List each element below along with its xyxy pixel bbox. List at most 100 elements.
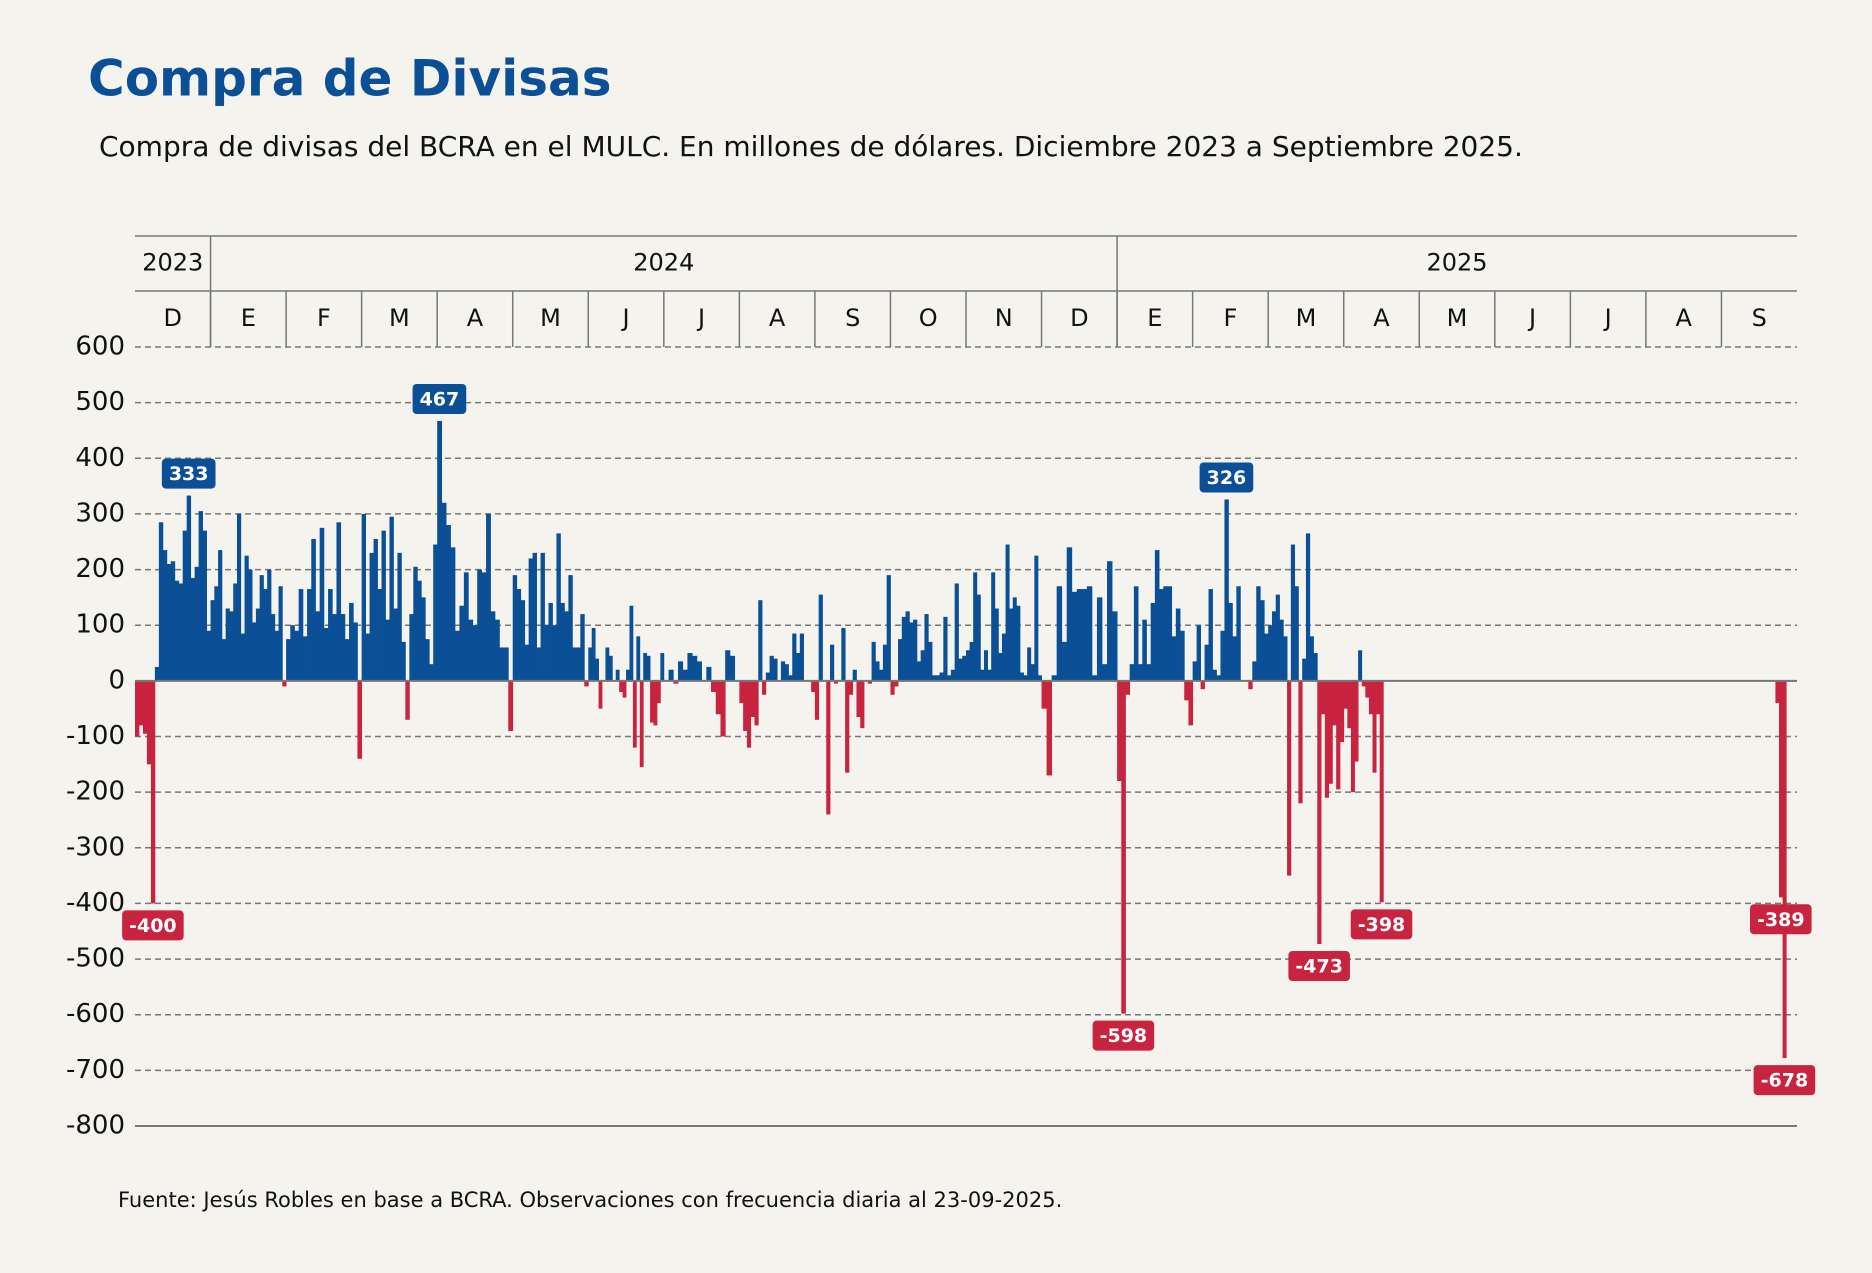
y-tick-label: 600 xyxy=(75,332,125,362)
bar xyxy=(1027,647,1032,681)
data-label: 333 xyxy=(169,463,209,485)
bar xyxy=(1248,680,1253,690)
bar xyxy=(1030,664,1035,681)
bar xyxy=(319,527,325,681)
bar xyxy=(1220,630,1225,681)
bar xyxy=(162,550,168,681)
bar xyxy=(1228,602,1233,681)
month-label: E xyxy=(1147,304,1162,332)
bar xyxy=(629,605,634,681)
bar xyxy=(1379,680,1384,903)
bar xyxy=(229,611,234,681)
bar xyxy=(178,583,184,681)
bar xyxy=(503,647,509,681)
bar xyxy=(1350,680,1355,793)
bar xyxy=(421,597,426,681)
y-tick-label: 500 xyxy=(75,387,125,417)
month-label: F xyxy=(317,304,331,332)
bar xyxy=(994,608,999,681)
bar xyxy=(1112,611,1118,681)
bar xyxy=(1232,636,1237,681)
bar xyxy=(433,544,438,681)
y-tick-label: -200 xyxy=(66,777,125,807)
bar xyxy=(1779,680,1784,898)
bar xyxy=(814,680,820,720)
bar xyxy=(1328,680,1333,784)
bar xyxy=(413,566,418,681)
bar xyxy=(1321,680,1326,715)
bar xyxy=(622,680,627,698)
bar xyxy=(1121,680,1126,1014)
bar xyxy=(976,594,981,681)
year-label: 2024 xyxy=(633,249,694,277)
bar xyxy=(1091,675,1098,681)
bar xyxy=(920,650,925,681)
bar xyxy=(1347,680,1352,729)
bar xyxy=(580,614,585,681)
month-label: E xyxy=(241,304,256,332)
data-label-box xyxy=(412,384,467,415)
bar xyxy=(397,552,402,681)
bar xyxy=(298,589,304,681)
bar xyxy=(468,619,474,681)
bar xyxy=(278,586,283,681)
bar xyxy=(1294,586,1299,681)
bar xyxy=(290,625,295,681)
bar xyxy=(429,664,434,681)
bar xyxy=(1368,680,1373,715)
bar xyxy=(867,680,872,684)
bar xyxy=(739,680,744,704)
bar xyxy=(788,675,793,681)
month-label: J xyxy=(1603,304,1612,332)
bar xyxy=(595,658,599,681)
bar xyxy=(315,611,321,681)
bar xyxy=(626,669,630,681)
bar xyxy=(983,650,988,681)
bar xyxy=(409,614,414,681)
bar xyxy=(1200,680,1205,690)
bar xyxy=(656,680,661,704)
bar xyxy=(332,614,337,681)
bar xyxy=(784,664,789,681)
bar xyxy=(1332,680,1337,726)
bar xyxy=(233,583,238,681)
bar xyxy=(490,611,496,681)
bar xyxy=(446,525,451,681)
bar xyxy=(1260,600,1265,681)
bar xyxy=(1034,555,1039,681)
bar xyxy=(1150,602,1156,681)
bar xyxy=(311,538,316,681)
month-label: M xyxy=(1447,304,1468,332)
bar xyxy=(682,669,688,681)
bar xyxy=(1212,669,1217,681)
bar xyxy=(1180,630,1185,681)
bar xyxy=(980,669,985,681)
bar xyxy=(905,611,910,681)
bar xyxy=(186,495,192,681)
bar xyxy=(1271,611,1277,681)
bar xyxy=(841,627,846,681)
bar xyxy=(966,650,970,681)
bar xyxy=(780,661,786,681)
bar xyxy=(182,530,188,681)
bar xyxy=(516,589,522,681)
bar xyxy=(720,680,726,737)
bar xyxy=(1339,680,1345,743)
data-label: -400 xyxy=(129,915,177,937)
bar xyxy=(1365,680,1370,698)
bar xyxy=(743,680,748,731)
bar xyxy=(792,633,797,681)
bar xyxy=(548,602,553,681)
bar xyxy=(377,589,382,681)
bar xyxy=(138,680,144,726)
bar xyxy=(1005,544,1010,681)
bar xyxy=(552,625,557,681)
bar xyxy=(1324,680,1330,798)
chart-subtitle: Compra de divisas del BCRA en el MULC. E… xyxy=(99,130,1523,163)
month-label: J xyxy=(1527,304,1536,332)
bar xyxy=(1019,672,1024,681)
bar xyxy=(762,680,767,695)
bar xyxy=(928,641,933,681)
bar xyxy=(1354,680,1359,762)
